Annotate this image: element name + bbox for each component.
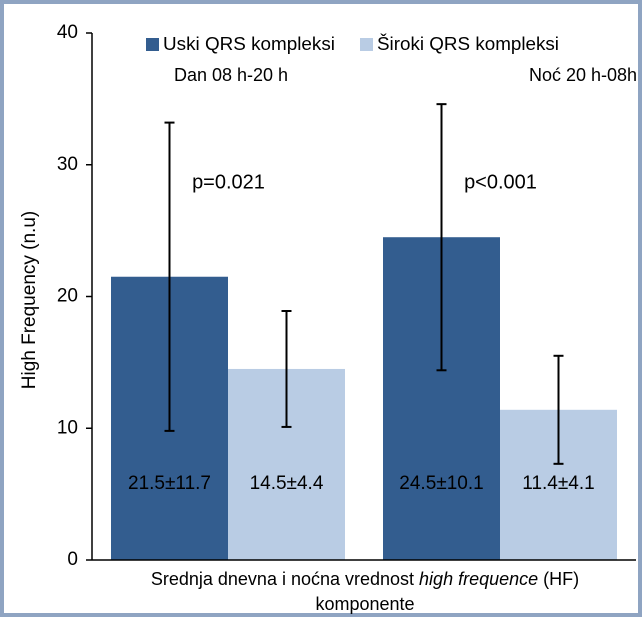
y-tick-label: 40 [57,22,78,43]
legend-swatch [360,38,373,51]
y-axis-label: High Frequency (n.u) [19,211,40,389]
category-label: Dan 08 h-20 h [174,65,288,85]
y-tick-label: 20 [57,286,78,307]
value-label: 14.5±4.4 [250,473,324,494]
value-label: 11.4±4.1 [522,473,594,494]
legend-label: Uski QRS kompleksi [163,34,335,54]
x-label-part: Srednja dnevna i noćna vrednost [151,569,419,589]
y-tick-label: 30 [57,154,78,175]
legend-label: Široki QRS kompleksi [377,33,559,54]
y-tick-label: 10 [57,417,78,438]
legend-swatch [146,38,159,51]
x-label-part: high frequence [419,569,538,589]
x-axis-label: Srednja dnevna i noćna vrednost high fre… [151,569,579,589]
value-label: 24.5±10.1 [399,473,483,494]
category-label: Noć 20 h-08h [529,65,637,85]
value-label: 21.5±11.7 [128,473,211,494]
x-label-part: (HF) [538,569,579,589]
y-tick-label: 0 [67,549,78,570]
annotation: p=0.021 [192,171,265,193]
x-axis-label: komponente [315,594,414,614]
annotation: p<0.001 [464,171,537,193]
